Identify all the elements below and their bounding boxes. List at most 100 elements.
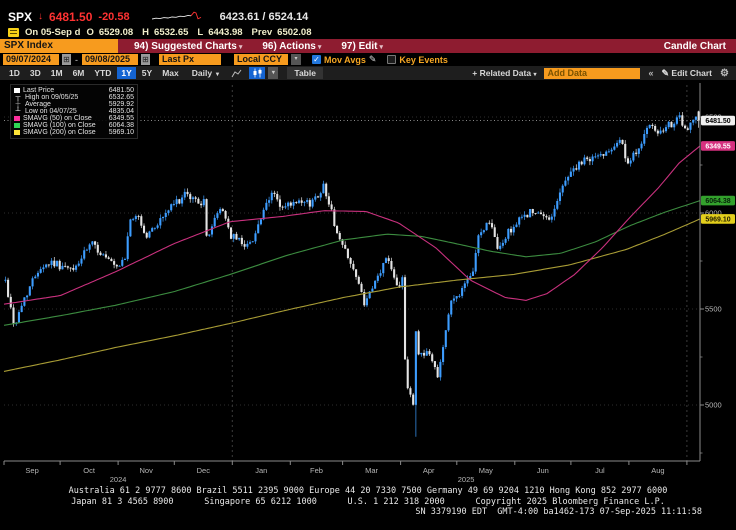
- alert-icon[interactable]: [8, 27, 19, 37]
- svg-text:2025: 2025: [458, 475, 475, 484]
- ticker-symbol: SPX: [8, 9, 33, 24]
- ohlc-value: 6532.65: [154, 26, 189, 38]
- sma100-line: [3, 200, 701, 326]
- mov-avgs-checkbox[interactable]: ✓: [312, 55, 321, 64]
- session-bar: On 05-Sep d O 6529.08 H 6532.65 L 6443.98 Prev…: [0, 25, 736, 39]
- security-input[interactable]: SPX Index: [0, 39, 118, 53]
- footer-terminal-info: SN 3379190 EDT GMT-4:00 ba1462-173 07-Se…: [415, 507, 702, 517]
- edit-chart-button[interactable]: ✎ Edit Chart: [661, 67, 713, 78]
- legend-value: 6532.65: [108, 94, 134, 101]
- candle-chart-icon: [253, 68, 262, 78]
- menu-suggested-charts[interactable]: 94) Suggested Charts ▾: [134, 40, 243, 52]
- range-button-ytd[interactable]: YTD: [94, 68, 112, 78]
- legend-label: Average: [25, 101, 51, 108]
- range-button-1y[interactable]: 1Y: [117, 67, 136, 79]
- price-field-input[interactable]: Last Px: [159, 54, 221, 65]
- down-arrow-icon: ↓: [38, 11, 44, 22]
- legend-value: 5969.10: [108, 129, 134, 136]
- ohlc-summary: O 6529.08 H 6532.65 L 6443.98 Prev 6502.08: [86, 27, 315, 38]
- legend-row: ┬ High on 09/05/25 6532.65: [14, 94, 134, 101]
- pencil-icon: ✎: [661, 67, 670, 78]
- session-label: On 05-Sep d: [25, 26, 81, 38]
- ohlc-value: 6529.08: [98, 26, 134, 38]
- legend-value: 6064.38: [108, 122, 134, 129]
- date-range-separator: -: [75, 54, 78, 65]
- period-select[interactable]: Daily ▼: [191, 68, 221, 78]
- range-button-1d[interactable]: 1D: [9, 68, 20, 78]
- legend-marker-swatch-icon: [14, 116, 20, 121]
- svg-text:6481.50: 6481.50: [705, 118, 730, 125]
- controls-bar: 09/07/2024 ⊞ - 09/08/2025 ⊞ Last Px Loca…: [0, 53, 736, 66]
- svg-text:Mar: Mar: [365, 466, 378, 475]
- range-button-1m[interactable]: 1M: [50, 68, 63, 78]
- footer: Australia 61 2 9777 8600 Brazil 5511 239…: [0, 486, 736, 518]
- currency-select[interactable]: Local CCY: [234, 54, 288, 65]
- legend-row: SMAVG (50) on Close 6349.55: [14, 115, 134, 122]
- ohlc-label: Prev: [251, 26, 273, 38]
- range-button-max[interactable]: Max: [162, 68, 179, 78]
- legend-label: SMAVG (100) on Close: [23, 122, 96, 129]
- ohlc-value: 6443.98: [208, 26, 243, 38]
- legend-value: 4835.04: [108, 108, 134, 115]
- date-to-input[interactable]: 09/08/2025: [82, 54, 138, 65]
- add-data-input[interactable]: Add Data: [544, 67, 641, 79]
- calendar-icon[interactable]: ⊞: [141, 54, 150, 65]
- svg-text:May: May: [479, 466, 493, 475]
- line-chart-button[interactable]: [228, 67, 244, 79]
- legend-row: ┼ Average 5929.92: [14, 101, 134, 108]
- price-badges: 6349.55 6064.38 5969.10 6481.50: [701, 115, 735, 224]
- svg-text:5000: 5000: [705, 401, 722, 410]
- candles: [4, 110, 700, 437]
- range-button-3d[interactable]: 3D: [29, 68, 41, 78]
- ohlc-label: L: [197, 26, 204, 38]
- collapse-icon[interactable]: «: [648, 68, 654, 78]
- toolbar-right-group: + Related Data ▾ Add Data « ✎ Edit Chart…: [472, 67, 729, 79]
- legend-row: SMAVG (100) on Close 6064.38: [14, 122, 134, 129]
- chart-type-dropdown[interactable]: ▾: [268, 67, 279, 79]
- svg-text:Feb: Feb: [310, 466, 323, 475]
- menu-edit[interactable]: 97) Edit ▾: [341, 40, 384, 52]
- intraday-sparkline: [151, 11, 201, 20]
- related-data-button[interactable]: + Related Data ▾: [472, 68, 537, 78]
- axes: Sep Oct Nov Dec Jan Feb Mar Apr May Jun Jul Aug 2024…: [3, 83, 722, 484]
- chart-legend: Last Price 6481.50 ┬ High on 09/05/25 6532.6…: [10, 84, 138, 139]
- legend-marker-swatch-icon: [14, 130, 20, 135]
- gridlines: [4, 85, 700, 461]
- bid-ask-range: 6423.61 / 6524.14: [219, 10, 309, 23]
- line-chart-icon: [231, 69, 242, 77]
- legend-row: Last Price 6481.50: [14, 87, 134, 94]
- ohlc-label: H: [142, 26, 150, 38]
- sma50-line: [3, 145, 701, 305]
- gear-icon[interactable]: ⚙: [720, 67, 729, 79]
- chart-area: Sep Oct Nov Dec Jan Feb Mar Apr May Jun Jul Aug 2024…: [0, 79, 736, 485]
- chart-type-label: Candle Chart: [663, 40, 726, 52]
- range-button-5y[interactable]: 5Y: [141, 68, 153, 78]
- candle-chart-button[interactable]: [249, 67, 266, 79]
- chevron-down-icon[interactable]: ▾: [291, 54, 301, 65]
- footer-contacts-line1: Australia 61 2 9777 8600 Brazil 5511 239…: [68, 486, 668, 496]
- chevron-down-icon: ▾: [379, 43, 384, 51]
- calendar-icon[interactable]: ⊞: [62, 54, 71, 65]
- key-events-checkbox[interactable]: [387, 55, 397, 64]
- pencil-icon[interactable]: ✎: [368, 54, 377, 64]
- range-buttons: 1D 3D 1M 6M YTD 1Y 5Y Max: [5, 67, 183, 79]
- range-button-6m[interactable]: 6M: [72, 68, 85, 78]
- table-button[interactable]: Table: [287, 67, 323, 79]
- svg-text:Aug: Aug: [651, 466, 664, 475]
- svg-text:6064.38: 6064.38: [705, 198, 730, 205]
- legend-value: 6481.50: [108, 87, 134, 94]
- legend-label: Last Price: [23, 87, 55, 94]
- range-toolbar: 1D 3D 1M 6M YTD 1Y 5Y Max Daily ▼ ▾ Table + Rel…: [0, 66, 736, 80]
- legend-label: SMAVG (200) on Close: [23, 129, 96, 136]
- chevron-down-icon: ▾: [238, 43, 243, 51]
- svg-text:6000: 6000: [705, 209, 722, 218]
- ohlc-value: 6502.08: [277, 26, 312, 38]
- legend-label: Low on 04/07/25: [25, 108, 77, 115]
- svg-text:Jun: Jun: [537, 466, 549, 475]
- date-from-input[interactable]: 09/07/2024: [3, 54, 59, 65]
- svg-text:Jul: Jul: [595, 466, 605, 475]
- menu-actions[interactable]: 96) Actions ▾: [262, 40, 322, 52]
- candle-chart[interactable]: Sep Oct Nov Dec Jan Feb Mar Apr May Jun Jul Aug 2024…: [0, 79, 736, 485]
- svg-text:Dec: Dec: [197, 466, 211, 475]
- legend-marker-avg-icon: ┼: [15, 101, 21, 108]
